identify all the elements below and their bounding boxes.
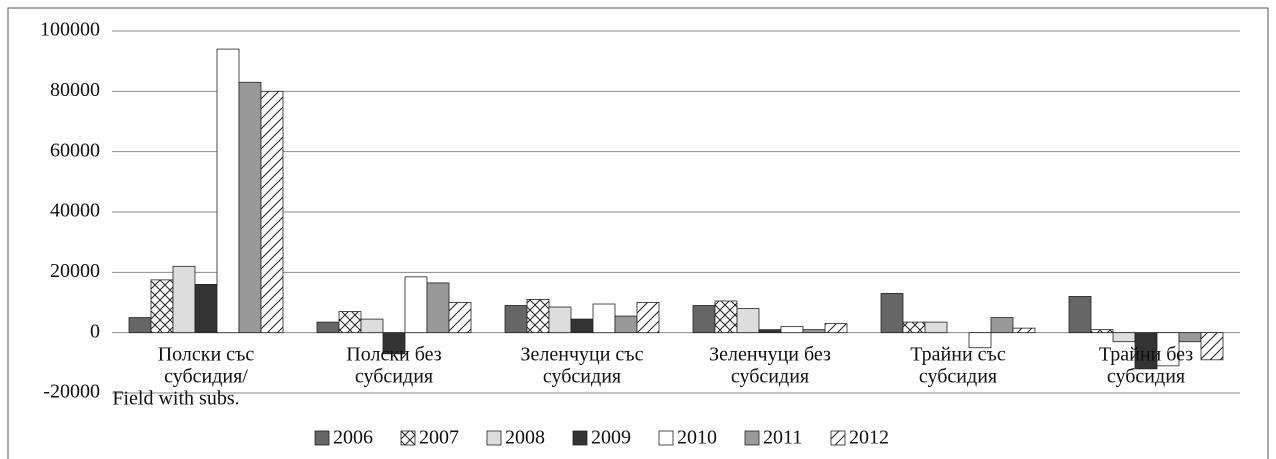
bar (194, 283, 218, 334)
legend-swatch (314, 430, 330, 446)
bar (360, 318, 384, 334)
legend-label: 2012 (849, 427, 889, 449)
bar (1068, 296, 1092, 334)
legend-swatch (486, 430, 502, 446)
bar (614, 315, 638, 334)
y-tick-label: 60000 (50, 139, 100, 161)
bar (636, 302, 660, 334)
x-tick-label: Зеленчуци със (520, 344, 643, 366)
bar (736, 308, 760, 334)
x-tick-label: Полски със (158, 344, 255, 366)
bar (880, 293, 904, 334)
chart-border (7, 7, 1269, 459)
x-tick-label: субсидия (543, 366, 621, 388)
bar (316, 321, 340, 334)
legend-swatch (400, 430, 416, 446)
legend-label: 2008 (505, 427, 545, 449)
bar (260, 90, 284, 334)
x-tick-label: субсидия (731, 366, 809, 388)
legend-swatch (744, 430, 760, 446)
y-tick-label: -20000 (43, 381, 100, 403)
x-tick-label: субсидия (355, 366, 433, 388)
bar (150, 279, 174, 334)
bar (1012, 327, 1036, 334)
bar (238, 81, 262, 334)
bar (548, 306, 572, 334)
bar (714, 300, 738, 334)
x-tick-label: Полски без (346, 344, 441, 366)
bar (1178, 332, 1202, 343)
x-tick-label: субсидия/ (164, 366, 248, 388)
bar (338, 311, 362, 334)
bar (128, 317, 152, 334)
bar (172, 265, 196, 334)
bar (1156, 332, 1180, 367)
bar (758, 329, 782, 334)
bar (692, 305, 716, 334)
bar (924, 321, 948, 334)
bar (592, 303, 616, 334)
bar (902, 321, 926, 334)
legend-swatch (830, 430, 846, 446)
y-tick-label: 40000 (50, 200, 100, 222)
bar (382, 332, 406, 355)
legend-label: 2010 (677, 427, 717, 449)
x-tick-label: Трайни със (910, 344, 1006, 366)
bar (990, 317, 1014, 334)
bar (1200, 332, 1224, 361)
bar (526, 299, 550, 334)
legend-swatch (658, 430, 674, 446)
legend-label: 2009 (591, 427, 631, 449)
x-tick-label: Field with subs. (112, 388, 239, 410)
x-tick-label: Трайни без (1099, 344, 1193, 366)
y-tick-label: 20000 (50, 260, 100, 282)
bar (968, 332, 992, 349)
bar (570, 318, 594, 334)
bar (404, 276, 428, 334)
bar (426, 282, 450, 334)
y-tick-label: 100000 (40, 19, 100, 41)
legend-label: 2006 (333, 427, 373, 449)
bar (780, 326, 804, 334)
bar (216, 48, 240, 334)
bar (1090, 329, 1114, 334)
bar (1112, 332, 1136, 343)
bar (824, 323, 848, 334)
bar (448, 302, 472, 334)
bar (504, 305, 528, 334)
y-tick-label: 0 (90, 320, 100, 342)
legend-label: 2011 (763, 427, 802, 449)
legend-swatch (572, 430, 588, 446)
x-tick-label: Зеленчуци без (709, 344, 831, 366)
x-tick-label: субсидия (1107, 366, 1185, 388)
legend-label: 2007 (419, 427, 459, 449)
x-tick-label: субсидия (919, 366, 997, 388)
bar (802, 329, 826, 334)
y-tick-label: 80000 (50, 79, 100, 101)
